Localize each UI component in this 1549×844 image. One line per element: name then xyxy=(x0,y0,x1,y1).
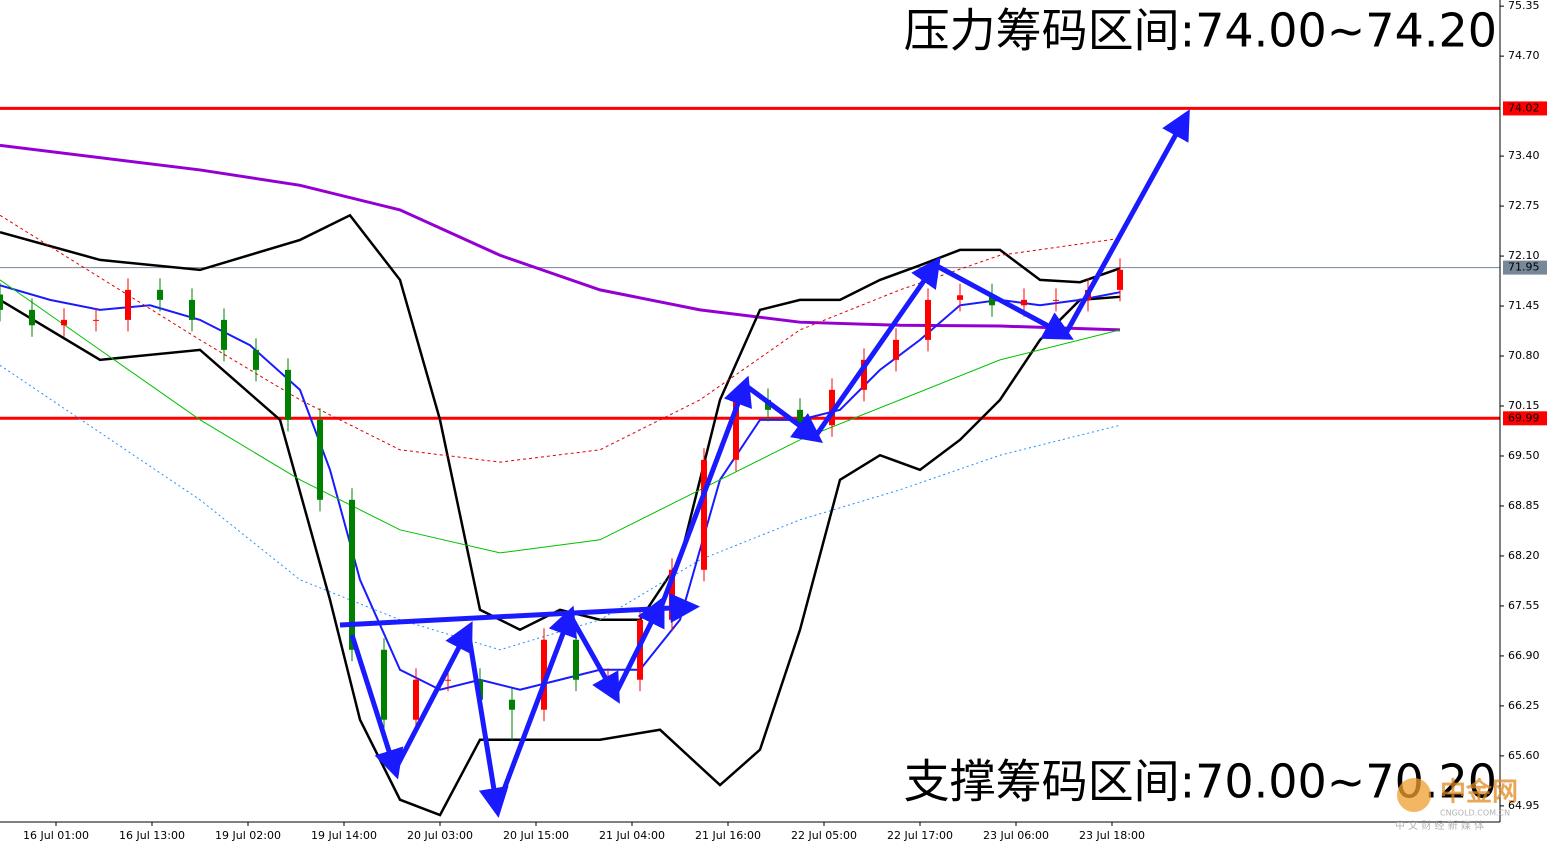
indicator-line xyxy=(0,213,1121,632)
x-tick-label: 22 Jul 05:00 xyxy=(791,829,857,842)
candle-body xyxy=(189,299,195,320)
y-tick-label: 69.50 xyxy=(1508,449,1540,462)
arrow xyxy=(657,375,752,611)
candle-body xyxy=(349,499,355,650)
watermark-icon xyxy=(1397,778,1431,812)
candle-body xyxy=(829,389,835,426)
drawn-arrows xyxy=(339,109,1190,818)
candle-body xyxy=(29,309,35,326)
candle-body xyxy=(0,294,3,310)
annotation: 压力筹码区间:74.00~74.20 xyxy=(904,4,1497,58)
x-tick-label: 22 Jul 17:00 xyxy=(887,829,953,842)
y-tick-label: 67.55 xyxy=(1508,599,1540,612)
x-tick-label: 21 Jul 16:00 xyxy=(695,829,761,842)
candle-body xyxy=(1117,269,1123,290)
candle-body xyxy=(221,319,227,350)
y-tick-label: 65.60 xyxy=(1508,749,1540,762)
candle-body xyxy=(989,295,995,306)
arrow xyxy=(812,256,941,439)
watermark-logo: 中金网 xyxy=(1440,777,1518,808)
price-tag-label: 69.99 xyxy=(1508,411,1540,424)
candle-body xyxy=(157,289,163,300)
candle-body xyxy=(381,649,387,720)
x-tick-label: 16 Jul 13:00 xyxy=(119,829,185,842)
candle-body xyxy=(573,639,579,680)
candle-body xyxy=(125,289,131,320)
y-tick-label: 73.40 xyxy=(1508,149,1540,162)
x-tick-label: 20 Jul 03:00 xyxy=(407,829,473,842)
y-tick-label: 66.90 xyxy=(1508,649,1540,662)
arrow xyxy=(392,621,473,772)
candle-body xyxy=(861,359,867,390)
y-tick-label: 72.10 xyxy=(1508,249,1540,262)
candle-body xyxy=(317,419,323,500)
indicator-line xyxy=(0,364,1121,651)
candle-body xyxy=(701,459,707,570)
y-tick-label: 68.85 xyxy=(1508,499,1540,512)
price-tag-label: 74.02 xyxy=(1508,101,1540,114)
arrow xyxy=(743,382,824,443)
candle-body xyxy=(541,639,547,710)
y-tick-label: 70.15 xyxy=(1508,399,1540,412)
y-tick-label: 64.95 xyxy=(1508,799,1540,812)
arrow xyxy=(339,593,700,628)
y-tick-label: 71.45 xyxy=(1508,299,1540,312)
indicator-line xyxy=(0,279,1121,554)
x-tick-label: 19 Jul 02:00 xyxy=(215,829,281,842)
candle-body xyxy=(413,679,419,720)
x-tick-label: 16 Jul 01:00 xyxy=(23,829,89,842)
price-tag xyxy=(1503,411,1547,426)
arrow xyxy=(1062,109,1190,337)
watermark-domain: CNGOLD.COM.CN xyxy=(1440,809,1510,818)
arrow xyxy=(933,262,1074,340)
arrow xyxy=(349,634,404,780)
arrow xyxy=(612,596,665,697)
x-tick-label: 19 Jul 14:00 xyxy=(311,829,377,842)
indicator-line xyxy=(0,295,1121,817)
price-tag xyxy=(1503,101,1547,116)
price-tag xyxy=(1503,260,1547,275)
x-tick-label: 23 Jul 18:00 xyxy=(1079,829,1145,842)
plot-area xyxy=(0,106,1500,817)
candle-body xyxy=(445,679,451,681)
candle-body xyxy=(285,369,291,420)
x-tick-label: 21 Jul 04:00 xyxy=(599,829,665,842)
x-tick-label: 20 Jul 15:00 xyxy=(503,829,569,842)
candle-body xyxy=(93,319,99,321)
candle-body xyxy=(253,349,259,370)
candle-body xyxy=(893,339,899,360)
price-tag-label: 71.95 xyxy=(1508,261,1540,274)
candle-body xyxy=(925,299,931,340)
candle-body xyxy=(733,399,739,460)
candle-body xyxy=(61,319,67,326)
candle-body xyxy=(1021,299,1027,306)
arrow xyxy=(465,629,509,818)
y-tick-label: 72.75 xyxy=(1508,199,1540,212)
y-tick-label: 75.35 xyxy=(1508,0,1540,12)
candle-body xyxy=(1053,299,1059,301)
y-tick-label: 68.20 xyxy=(1508,549,1540,562)
y-tick-label: 74.70 xyxy=(1508,49,1540,62)
indicator-line xyxy=(0,214,1121,463)
arrow xyxy=(494,605,577,809)
candle-body xyxy=(957,295,963,300)
candle-body xyxy=(509,699,515,710)
watermark-tagline: 中 文 财 经 新 媒 体 xyxy=(1395,819,1484,832)
indicator-line xyxy=(0,143,1121,332)
x-tick-label: 23 Jul 06:00 xyxy=(983,829,1049,842)
watermark: 中金网 CNGOLD.COM.CN 中 文 财 经 新 媒 体 xyxy=(1395,777,1518,833)
arrow xyxy=(567,613,620,704)
y-tick-label: 66.25 xyxy=(1508,699,1540,712)
y-tick-label: 70.80 xyxy=(1508,349,1540,362)
